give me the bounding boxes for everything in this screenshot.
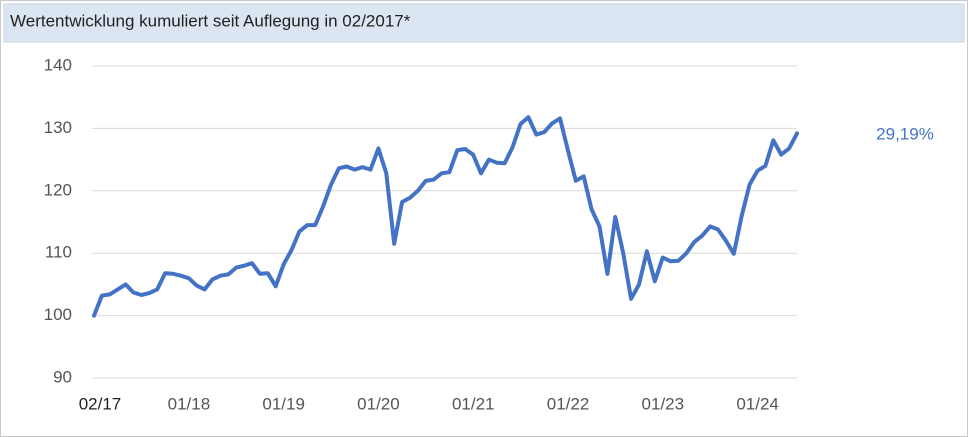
header (3, 3, 965, 43)
x-tick-label: 02/17 (79, 394, 122, 413)
x-tick-label: 01/21 (452, 394, 495, 413)
chart-title: Wertentwicklung kumuliert seit Auflegung… (10, 11, 411, 30)
y-tick-label: 120 (44, 180, 72, 199)
x-tick-label: 01/24 (736, 394, 779, 413)
x-tick-label: 01/18 (168, 394, 211, 413)
annotation: 29,19% (876, 124, 934, 143)
y-tick-label: 130 (44, 118, 72, 137)
y-tick-label: 90 (53, 367, 72, 386)
x-tick-label: 01/19 (262, 394, 305, 413)
x-tick-label: 01/20 (357, 394, 400, 413)
y-tick-label: 100 (44, 305, 72, 324)
y-tick-label: 110 (45, 243, 72, 262)
x-tick-label: 01/23 (642, 394, 685, 413)
y-tick-label: 140 (44, 55, 72, 74)
line (92, 115, 799, 318)
x-tick-label: 01/22 (547, 394, 590, 413)
